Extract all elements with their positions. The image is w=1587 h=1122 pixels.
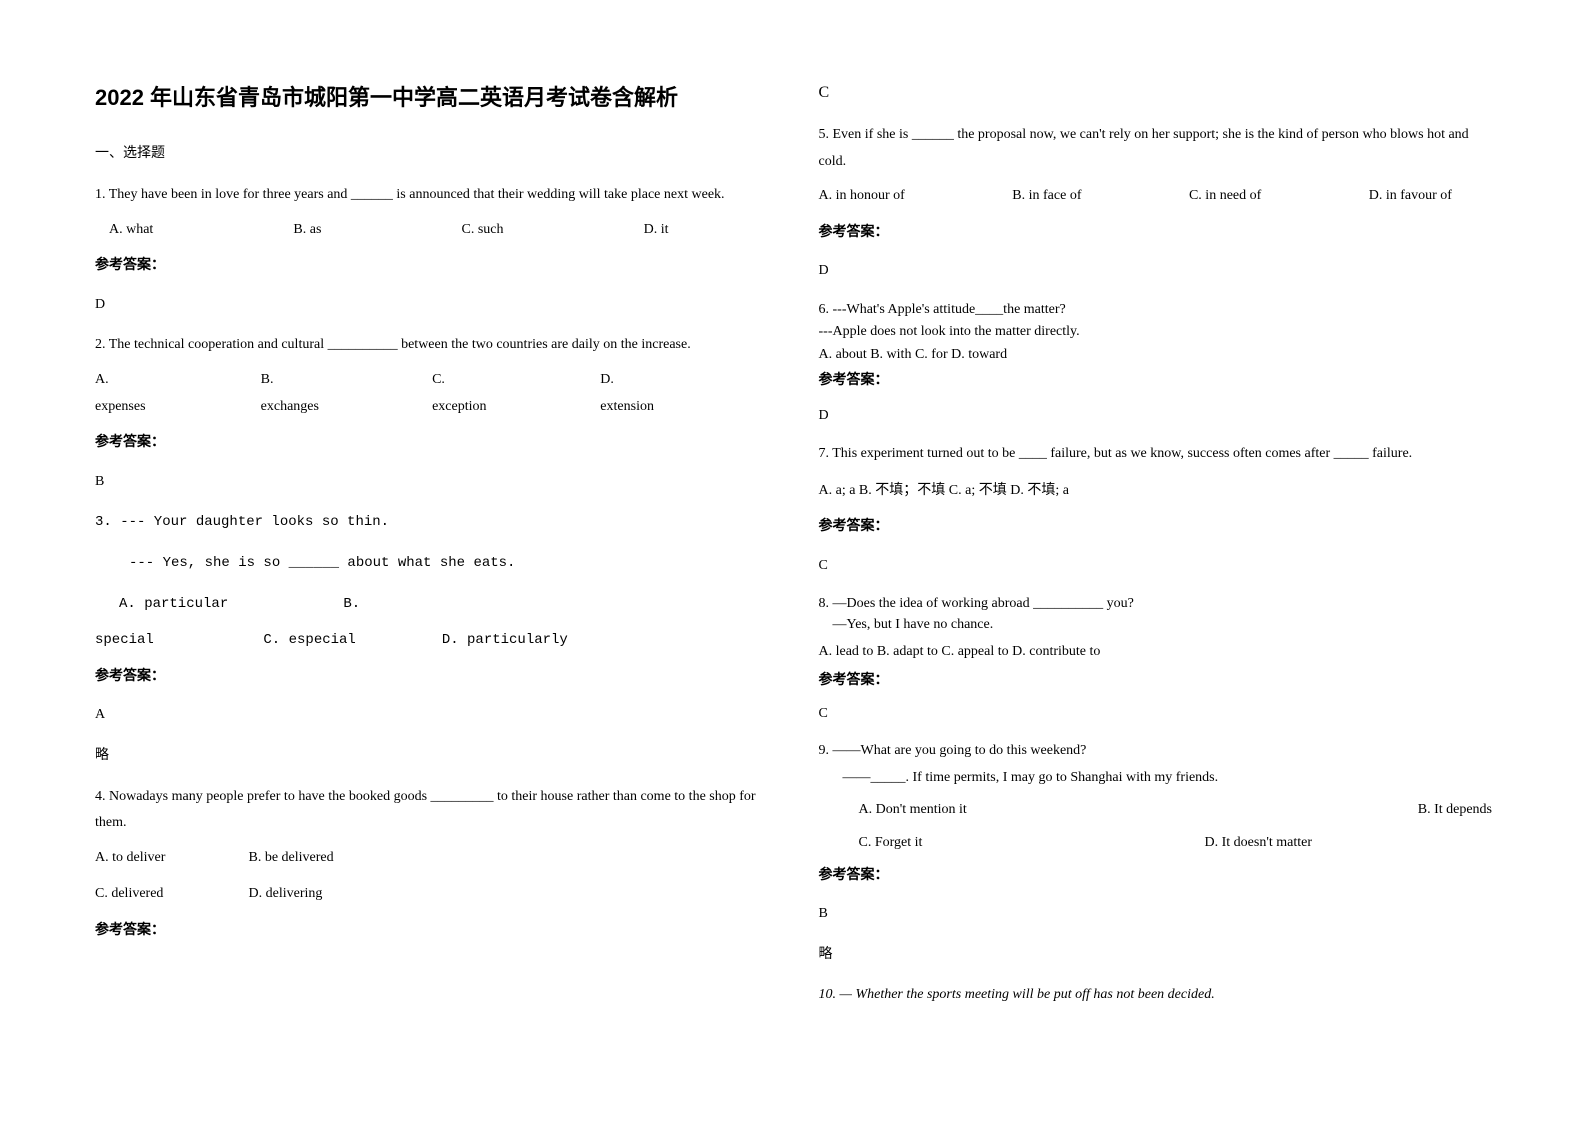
q4-text: 4. Nowadays many people prefer to have t…: [95, 784, 769, 837]
q1-optD: D. it: [644, 217, 669, 244]
q3-answer-label: 参考答案：: [95, 664, 769, 691]
q6-opts: A. about B. with C. for D. toward: [819, 344, 1493, 366]
q5-text: 5. Even if she is ______ the proposal no…: [819, 122, 1493, 175]
q3-line2: --- Yes, she is so ______ about what she…: [95, 550, 769, 577]
question-8: 8. —Does the idea of working abroad ____…: [819, 593, 1493, 724]
q3-optA: A. particular: [95, 591, 335, 618]
q10-text: 10. — Whether the sports meeting will be…: [819, 982, 1493, 1009]
question-4: 4. Nowadays many people prefer to have t…: [95, 784, 769, 945]
question-1: 1. They have been in love for three year…: [95, 182, 769, 318]
q9-optC: C. Forget it: [859, 830, 923, 857]
q4-optD: D. delivering: [249, 886, 323, 901]
q5-options: A. in honour of B. in face of C. in need…: [819, 183, 1493, 210]
section-header: 一、选择题: [95, 142, 769, 162]
q2-optA: A. expenses: [95, 367, 151, 420]
q5-answer: D: [819, 258, 1493, 285]
q8-line2: —Yes, but I have no chance.: [819, 614, 1493, 635]
q8-answer-label: 参考答案：: [819, 670, 1493, 691]
q3-options-row2: special C. especial D. particularly: [95, 627, 769, 654]
q7-answer-label: 参考答案：: [819, 514, 1493, 541]
q6-answer-label: 参考答案：: [819, 370, 1493, 392]
q2-optD: D. extension: [600, 367, 658, 420]
q3-line1: 3. --- Your daughter looks so thin.: [95, 509, 769, 536]
question-10: 10. — Whether the sports meeting will be…: [819, 982, 1493, 1009]
question-6: 6. ---What's Apple's attitude____the mat…: [819, 299, 1493, 427]
q5-answer-label: 参考答案：: [819, 220, 1493, 247]
question-5: 5. Even if she is ______ the proposal no…: [819, 122, 1493, 285]
q4-options-row2: C. delivered D. delivering: [95, 881, 769, 908]
q6-answer: D: [819, 405, 1493, 427]
q4-answer: C: [819, 84, 1493, 102]
q9-optD: D. It doesn't matter: [1205, 830, 1313, 857]
q2-optB: B. exchanges: [261, 367, 322, 420]
page-title: 2022 年山东省青岛市城阳第一中学高二英语月考试卷含解析: [95, 80, 769, 112]
right-column: C 5. Even if she is ______ the proposal …: [819, 80, 1493, 1023]
q4-answer-label: 参考答案：: [95, 918, 769, 945]
q4-optC: C. delivered: [95, 881, 245, 908]
q4-optA: A. to deliver: [95, 845, 245, 872]
left-column: 2022 年山东省青岛市城阳第一中学高二英语月考试卷含解析 一、选择题 1. T…: [95, 80, 769, 1023]
q3-optB: B.: [343, 596, 360, 612]
question-9: 9. ——What are you going to do this weeke…: [819, 738, 1493, 968]
q6-line2: ---Apple does not look into the matter d…: [819, 321, 1493, 343]
q1-options: A. what B. as C. such D. it: [95, 217, 769, 244]
q3-answer: A: [95, 702, 769, 729]
q1-optA: A. what: [109, 217, 153, 244]
q3-optD: D. particularly: [442, 632, 568, 648]
q8-answer: C: [819, 703, 1493, 724]
q5-optC: C. in need of: [1189, 183, 1261, 210]
q5-optA: A. in honour of: [819, 183, 905, 210]
q7-text: 7. This experiment turned out to be ____…: [819, 441, 1493, 468]
q7-opts: A. a; a B. 不填；不填 C. a; 不填 D. 不填; a: [819, 478, 1493, 505]
q5-optD: D. in favour of: [1369, 183, 1452, 210]
q1-text: 1. They have been in love for three year…: [95, 182, 769, 209]
q3-omit: 略: [95, 743, 769, 770]
q8-opts: A. lead to B. adapt to C. appeal to D. c…: [819, 641, 1493, 662]
question-2: 2. The technical cooperation and cultura…: [95, 332, 769, 495]
q3-options-row1: A. particular B.: [95, 591, 769, 618]
q8-line1: 8. —Does the idea of working abroad ____…: [819, 593, 1493, 614]
q5-optB: B. in face of: [1012, 183, 1081, 210]
q9-answer-label: 参考答案：: [819, 863, 1493, 890]
q9-omit: 略: [819, 942, 1493, 969]
q3-optC: C. especial: [263, 627, 433, 654]
q2-answer-label: 参考答案：: [95, 430, 769, 457]
q2-options: A. expenses B. exchanges C. exception D.…: [95, 367, 769, 420]
q3-optB2: special: [95, 627, 255, 654]
q4-options-row1: A. to deliver B. be delivered: [95, 845, 769, 872]
q9-optA: A. Don't mention it: [859, 797, 967, 824]
q9-line1: 9. ——What are you going to do this weeke…: [819, 738, 1493, 765]
q9-answer: B: [819, 901, 1493, 928]
q1-optC: C. such: [462, 217, 504, 244]
q2-optC: C. exception: [432, 367, 490, 420]
question-3: 3. --- Your daughter looks so thin. --- …: [95, 509, 769, 769]
q1-optB: B. as: [293, 217, 321, 244]
question-7: 7. This experiment turned out to be ____…: [819, 441, 1493, 579]
q6-line1: 6. ---What's Apple's attitude____the mat…: [819, 299, 1493, 321]
q7-answer: C: [819, 553, 1493, 580]
q2-text: 2. The technical cooperation and cultura…: [95, 332, 769, 359]
q9-options: A. Don't mention it B. It depends C. For…: [819, 797, 1493, 856]
q9-optB: B. It depends: [1418, 797, 1492, 824]
q9-line2: ——_____. If time permits, I may go to Sh…: [819, 765, 1493, 792]
q2-answer: B: [95, 469, 769, 496]
q4-optB: B. be delivered: [249, 850, 334, 865]
q1-answer: D: [95, 292, 769, 319]
q1-answer-label: 参考答案：: [95, 253, 769, 280]
